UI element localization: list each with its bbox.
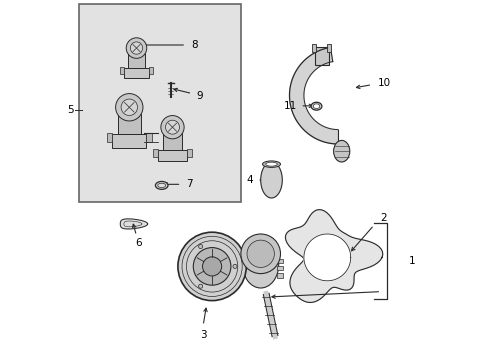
Circle shape (165, 120, 179, 134)
Circle shape (241, 234, 280, 274)
Bar (162, 133, 182, 150)
Bar (276, 259, 283, 263)
Bar (311, 44, 316, 52)
Circle shape (178, 232, 246, 301)
Ellipse shape (265, 162, 277, 166)
Bar (79, 4, 241, 202)
Bar (120, 68, 123, 74)
Circle shape (193, 248, 230, 285)
Text: 2: 2 (379, 213, 386, 223)
Circle shape (232, 264, 237, 269)
Circle shape (115, 94, 142, 121)
Bar (106, 133, 112, 142)
Ellipse shape (260, 162, 282, 198)
Ellipse shape (158, 183, 165, 188)
Bar (149, 68, 153, 74)
Polygon shape (303, 234, 350, 281)
Text: 8: 8 (190, 40, 197, 50)
Bar (117, 114, 141, 134)
Circle shape (246, 240, 274, 267)
Bar (326, 44, 330, 52)
Circle shape (198, 244, 203, 249)
Bar (112, 134, 146, 148)
Text: 11: 11 (284, 101, 297, 111)
Text: 4: 4 (246, 175, 253, 185)
Ellipse shape (155, 181, 168, 189)
Text: 1: 1 (408, 256, 414, 266)
Text: 5: 5 (67, 105, 74, 115)
Text: 9: 9 (196, 91, 203, 101)
Circle shape (130, 42, 142, 54)
Circle shape (121, 99, 137, 116)
Bar (123, 68, 149, 78)
Bar (153, 149, 158, 157)
Bar (186, 149, 191, 157)
Bar (314, 47, 328, 65)
Circle shape (126, 38, 146, 58)
Polygon shape (120, 219, 147, 229)
Circle shape (202, 257, 221, 276)
Text: 3: 3 (200, 330, 206, 340)
Ellipse shape (333, 140, 349, 162)
Bar (127, 53, 145, 68)
Bar (276, 273, 283, 278)
Circle shape (161, 116, 184, 139)
Polygon shape (289, 48, 337, 144)
Ellipse shape (262, 161, 280, 167)
Bar (146, 133, 151, 142)
Circle shape (198, 284, 203, 288)
Ellipse shape (242, 241, 278, 288)
Text: 10: 10 (377, 78, 390, 88)
Polygon shape (285, 210, 382, 302)
Bar (276, 266, 283, 270)
Ellipse shape (313, 104, 319, 109)
Text: 6: 6 (135, 238, 142, 248)
Bar (158, 150, 186, 161)
Ellipse shape (310, 102, 321, 110)
Text: 7: 7 (186, 179, 193, 189)
